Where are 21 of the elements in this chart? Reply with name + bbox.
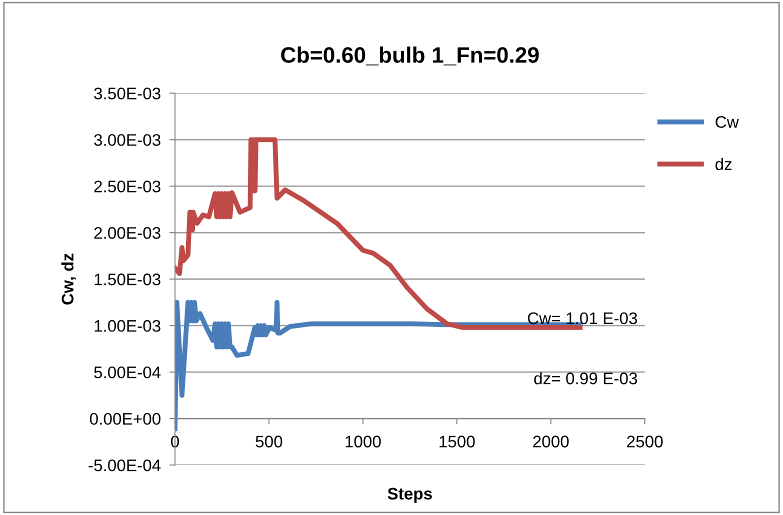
x-tick-label: 500 [256, 436, 282, 448]
y-tick-label: 1.00E-03 [94, 320, 160, 332]
x-tick-label: 1500 [440, 436, 475, 448]
y-tick-label: 2.00E-03 [94, 227, 160, 239]
y-tick-label: 2.50E-03 [94, 180, 160, 192]
x-tick-label: 2000 [533, 436, 569, 448]
y-tick-label: 5.00E-04 [94, 366, 161, 378]
y-tick-label: 1.50E-03 [94, 274, 160, 286]
x-tick-label: 1000 [346, 436, 381, 448]
legend-label: dz [716, 158, 732, 170]
x-axis-title: Steps [388, 488, 432, 503]
y-tick-label: -5.00E-04 [88, 459, 161, 472]
annotation: dz= 0.99 E-03 [534, 372, 638, 384]
y-axis-title: Cw, dz [61, 254, 76, 305]
annotation: Cw= 1.01 E-03 [528, 312, 638, 324]
legend-label: Cw [716, 116, 739, 128]
x-tick-label: 2500 [627, 436, 663, 448]
chart-title: Cb=0.60_bulb 1_Fn=0.29 [281, 46, 539, 66]
y-tick-label: 3.50E-03 [94, 88, 160, 100]
y-tick-label: 3.00E-03 [94, 134, 160, 146]
y-tick-label: 0.00E+00 [90, 412, 160, 425]
